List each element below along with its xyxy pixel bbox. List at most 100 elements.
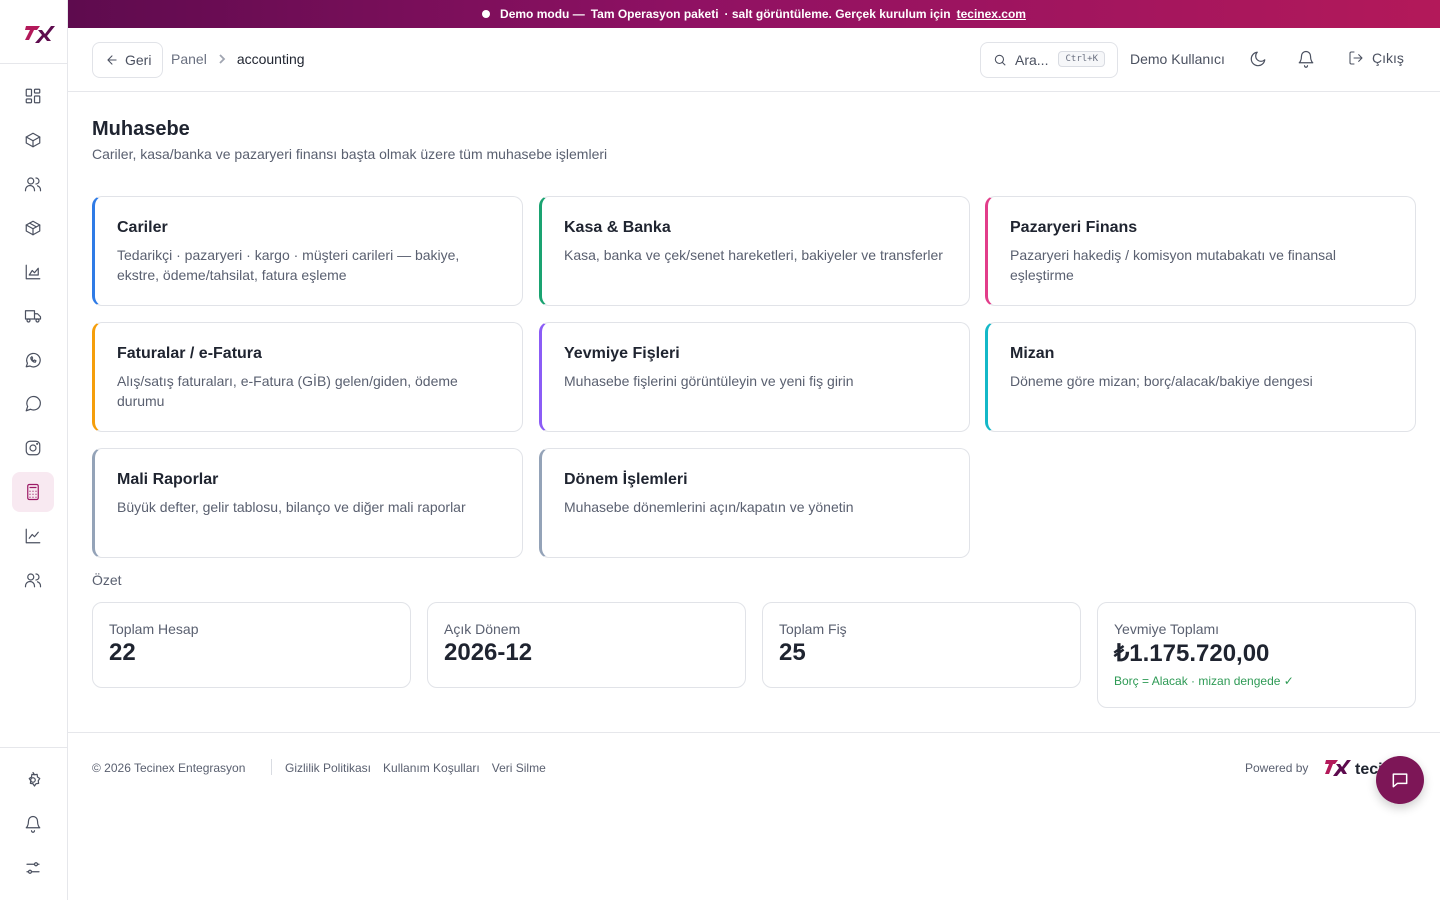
chevron-right-icon — [219, 54, 226, 64]
banner-link[interactable]: tecinex.com — [956, 7, 1026, 21]
sidebar-item-notifications[interactable] — [12, 804, 54, 844]
sidebar-item-team[interactable] — [12, 560, 54, 600]
back-button[interactable]: Geri — [92, 42, 163, 78]
summary-heading: Özet — [92, 572, 122, 588]
sidebar — [0, 0, 68, 900]
sidebar-item-reports[interactable] — [12, 252, 54, 292]
tx-logo[interactable] — [24, 22, 56, 44]
card-title: Pazaryeri Finans — [1010, 219, 1138, 236]
stat-total-accounts: Toplam Hesap 22 — [92, 602, 411, 688]
card-description: Muhasebe fişlerini görüntüleyin ve yeni … — [564, 373, 854, 389]
message-circle-icon — [25, 395, 41, 412]
search-placeholder: Ara... — [1015, 52, 1049, 68]
card-description: Pazaryeri hakediş / komisyon mutabakatı … — [1010, 247, 1337, 283]
users-icon — [24, 177, 42, 192]
breadcrumb-current: accounting — [236, 51, 305, 67]
breadcrumb-panel[interactable]: Panel — [171, 51, 207, 67]
sidebar-item-dashboard[interactable] — [12, 76, 54, 116]
banner-note: · salt görüntüleme. Gerçek kurulum için — [724, 7, 951, 21]
sidebar-item-messages[interactable] — [12, 384, 54, 424]
sidebar-divider — [0, 747, 68, 748]
chat-bubble-icon — [1392, 773, 1408, 788]
sidebar-item-products[interactable] — [12, 120, 54, 160]
card-title: Kasa & Banka — [564, 219, 671, 236]
card-description: Büyük defter, gelir tablosu, bilanço ve … — [117, 499, 466, 515]
card-description: Tedarikçi · pazaryeri · kargo · müşteri … — [117, 247, 460, 283]
footer-link-data-deletion[interactable]: Veri Silme — [491, 761, 546, 775]
card-title: Dönem İşlemleri — [564, 471, 688, 488]
sliders-icon — [26, 862, 40, 874]
logout-label: Çıkış — [1372, 50, 1404, 66]
stat-label: Yevmiye Toplamı — [1114, 621, 1220, 637]
stat-balance-note: Borç = Alacak · mizan dengede ✓ — [1114, 674, 1294, 688]
sidebar-item-inventory[interactable] — [12, 208, 54, 248]
user-name[interactable]: Demo Kullanıcı — [1130, 51, 1225, 67]
team-icon — [24, 573, 42, 588]
page-title: Muhasebe — [92, 118, 190, 140]
line-chart-icon — [25, 528, 41, 544]
search-icon — [994, 54, 1006, 66]
sidebar-item-instagram[interactable] — [12, 428, 54, 468]
card-description: Kasa, banka ve çek/senet hareketleri, ba… — [564, 247, 943, 263]
demo-banner: Demo modu — Tam Operasyon paketi · salt … — [68, 0, 1440, 28]
bell-icon — [25, 815, 41, 833]
stat-label: Açık Dönem — [444, 621, 521, 637]
package-icon — [25, 132, 41, 148]
sidebar-item-settings[interactable] — [12, 760, 54, 800]
theme-toggle-button[interactable] — [1249, 50, 1267, 68]
stat-value: 25 — [779, 639, 806, 666]
card-title: Mizan — [1010, 345, 1055, 362]
logout-button[interactable]: Çıkış — [1348, 50, 1404, 66]
card-donem-islemleri[interactable]: Dönem İşlemleri Muhasebe dönemlerini açı… — [539, 448, 970, 558]
topbar: Geri Panel accounting Ara... Ctrl+K Demo… — [68, 28, 1440, 92]
card-description: Alış/satış faturaları, e-Fatura (GİB) ge… — [117, 373, 458, 409]
stat-label: Toplam Hesap — [109, 621, 199, 637]
sidebar-item-accounting[interactable] — [12, 472, 54, 512]
truck-icon — [24, 310, 42, 323]
status-dot-icon — [482, 10, 491, 18]
sidebar-item-analytics[interactable] — [12, 516, 54, 556]
card-title: Yevmiye Fişleri — [564, 345, 680, 362]
card-mali-raporlar[interactable]: Mali Raporlar Büyük defter, gelir tablos… — [92, 448, 523, 558]
stat-value: 22 — [109, 639, 136, 666]
card-description: Döneme göre mizan; borç/alacak/bakiye de… — [1010, 373, 1313, 389]
footer-divider — [68, 732, 1440, 733]
card-title: Cariler — [117, 219, 168, 236]
card-title: Faturalar / e-Fatura — [117, 345, 262, 362]
search-button[interactable]: Ara... Ctrl+K — [980, 42, 1118, 78]
card-yevmiye-fisleri[interactable]: Yevmiye Fişleri Muhasebe fişlerini görün… — [539, 322, 970, 432]
card-cariler[interactable]: Cariler Tedarikçi · pazaryeri · kargo · … — [92, 196, 523, 306]
sidebar-item-customers[interactable] — [12, 164, 54, 204]
chat-button[interactable] — [1376, 756, 1424, 804]
stat-journal-total: Yevmiye Toplamı ₺1.175.720,00 Borç = Ala… — [1097, 602, 1416, 708]
footer-copyright: © 2026 Tecinex Entegrasyon — [92, 761, 246, 775]
moon-icon — [1250, 51, 1266, 67]
card-kasa-banka[interactable]: Kasa & Banka Kasa, banka ve çek/senet ha… — [539, 196, 970, 306]
settings-icon — [28, 771, 41, 787]
sidebar-divider — [0, 63, 68, 64]
footer-links: Gizlilik Politikası Kullanım Koşulları V… — [285, 761, 546, 775]
stat-open-period: Açık Dönem 2026-12 — [427, 602, 746, 688]
stat-value: ₺1.175.720,00 — [1114, 640, 1270, 667]
footer-link-privacy[interactable]: Gizlilik Politikası — [285, 761, 372, 775]
notifications-button[interactable] — [1297, 50, 1315, 68]
card-title: Mali Raporlar — [117, 471, 219, 488]
card-faturalar[interactable]: Faturalar / e-Fatura Alış/satış faturala… — [92, 322, 523, 432]
sidebar-item-preferences[interactable] — [12, 848, 54, 888]
page-subtitle: Cariler, kasa/banka ve pazaryeri finansı… — [92, 146, 608, 162]
breadcrumb: Panel accounting — [171, 51, 305, 67]
back-label: Geri — [125, 52, 152, 68]
search-shortcut: Ctrl+K — [1058, 51, 1105, 67]
sidebar-item-whatsapp[interactable] — [12, 340, 54, 380]
powered-by-label: Powered by — [1245, 761, 1309, 775]
sidebar-item-shipping[interactable] — [12, 296, 54, 336]
card-mizan[interactable]: Mizan Döneme göre mizan; borç/alacak/bak… — [985, 322, 1416, 432]
stat-label: Toplam Fiş — [779, 621, 847, 637]
footer-separator — [271, 759, 272, 775]
footer-link-terms[interactable]: Kullanım Koşulları — [383, 761, 480, 775]
card-pazaryeri-finans[interactable]: Pazaryeri Finans Pazaryeri hakediş / kom… — [985, 196, 1416, 306]
box-icon — [25, 220, 41, 236]
calculator-icon — [27, 483, 39, 501]
bell-icon — [1298, 50, 1314, 68]
banner-package: Tam Operasyon paketi — [590, 7, 719, 21]
